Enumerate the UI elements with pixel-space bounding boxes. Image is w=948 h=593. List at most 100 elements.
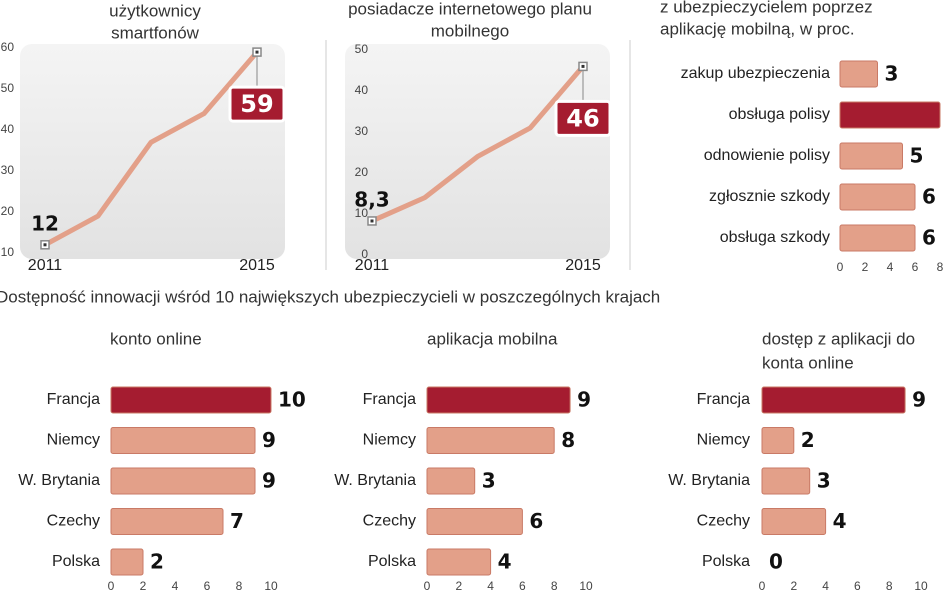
x-tick-label: 2011 bbox=[28, 257, 63, 274]
value-label: 12 bbox=[31, 211, 59, 235]
y-tick-label: 30 bbox=[355, 124, 369, 138]
bar bbox=[110, 467, 256, 495]
value-label: 6 bbox=[922, 226, 936, 250]
category-label: Niemcy bbox=[697, 432, 750, 449]
bar bbox=[426, 467, 476, 495]
bar bbox=[839, 60, 878, 88]
value-box bbox=[554, 99, 612, 137]
point-core bbox=[370, 219, 374, 223]
x-tick-label: 4 bbox=[487, 579, 494, 593]
value-label: 4 bbox=[833, 509, 847, 533]
category-label: obsługa polisy bbox=[729, 106, 830, 123]
x-tick-label: 8 bbox=[886, 579, 893, 593]
bar bbox=[761, 427, 795, 454]
chart-title: użytkownicy bbox=[109, 1, 201, 20]
x-tick-label: 2 bbox=[455, 579, 462, 593]
value-label: 0 bbox=[769, 550, 783, 574]
y-tick-label: 0 bbox=[361, 247, 368, 261]
y-tick-label: 40 bbox=[1, 122, 15, 136]
category-label: zgłosznie szkody bbox=[709, 188, 830, 205]
point-core bbox=[255, 50, 259, 54]
category-label: odnowienie polisy bbox=[704, 147, 830, 164]
x-tick-label: 2 bbox=[862, 260, 869, 274]
bar bbox=[110, 386, 272, 414]
x-tick-label: 4 bbox=[822, 579, 829, 593]
y-tick-label: 20 bbox=[1, 204, 15, 218]
value-box bbox=[228, 85, 286, 123]
x-tick-label: 0 bbox=[759, 579, 766, 593]
chart-title: posiadacze internetowego planu bbox=[348, 0, 592, 18]
x-tick-label: 0 bbox=[837, 260, 844, 274]
value-label: 2 bbox=[801, 428, 815, 452]
category-label: Czechy bbox=[697, 513, 750, 530]
category-label: Francja bbox=[363, 391, 416, 408]
x-tick-label: 8 bbox=[937, 260, 944, 274]
point-core bbox=[43, 243, 47, 247]
value-label: 9 bbox=[577, 388, 591, 412]
category-label: W. Brytania bbox=[334, 472, 416, 489]
bar bbox=[426, 548, 492, 576]
bar bbox=[839, 142, 903, 170]
value-label: 8,3 bbox=[354, 187, 389, 211]
category-label: zakup ubezpieczenia bbox=[681, 65, 831, 82]
line bbox=[370, 64, 585, 224]
chart-title: dostęp z aplikacji do bbox=[762, 329, 915, 348]
x-tick-label: 6 bbox=[204, 579, 211, 593]
x-tick-label: 2011 bbox=[355, 257, 390, 274]
category-label: Francja bbox=[47, 391, 100, 408]
category-label: Polska bbox=[52, 553, 100, 570]
chart-title: aplikację mobilną, w proc. bbox=[660, 19, 855, 38]
value-label: 3 bbox=[817, 469, 831, 493]
x-tick-label: 6 bbox=[912, 260, 919, 274]
x-tick-label: 6 bbox=[854, 579, 861, 593]
value-label: 3 bbox=[482, 469, 496, 493]
chart-title: aplikacja mobilna bbox=[427, 329, 558, 348]
y-tick-label: 40 bbox=[355, 83, 369, 97]
x-tick-label: 4 bbox=[887, 260, 894, 274]
y-tick-label: 50 bbox=[1, 81, 15, 95]
bar bbox=[426, 427, 555, 454]
category-label: W. Brytania bbox=[668, 472, 750, 489]
value-label: 9 bbox=[262, 428, 276, 452]
x-tick-label: 2015 bbox=[239, 257, 275, 274]
x-tick-label: 10 bbox=[579, 579, 593, 593]
value-label: 8 bbox=[561, 428, 575, 452]
y-tick-label: 60 bbox=[1, 40, 15, 54]
category-label: W. Brytania bbox=[18, 472, 100, 489]
category-label: Niemcy bbox=[47, 432, 100, 449]
x-tick-label: 4 bbox=[172, 579, 179, 593]
x-tick-label: 6 bbox=[519, 579, 526, 593]
category-label: Niemcy bbox=[363, 432, 416, 449]
y-tick-label: 10 bbox=[1, 245, 15, 259]
x-tick-label: 2 bbox=[790, 579, 797, 593]
value-label: 5 bbox=[910, 144, 924, 168]
value-label: 10 bbox=[278, 388, 306, 412]
bar bbox=[110, 427, 256, 454]
plot-background bbox=[345, 44, 610, 259]
value-label: 4 bbox=[498, 550, 512, 574]
value-label: 2 bbox=[150, 550, 164, 574]
point-core bbox=[581, 64, 585, 68]
category-label: obsługa szkody bbox=[720, 229, 830, 246]
category-label: Czechy bbox=[47, 513, 100, 530]
bar bbox=[839, 101, 941, 129]
value-label: 46 bbox=[566, 104, 599, 132]
value-label: 9 bbox=[262, 469, 276, 493]
bar bbox=[110, 508, 224, 535]
bar bbox=[839, 224, 916, 252]
chart-title: z ubezpieczycielem poprzez bbox=[660, 0, 873, 16]
x-tick-label: 2015 bbox=[565, 257, 601, 274]
category-label: Francja bbox=[697, 391, 750, 408]
x-tick-label: 10 bbox=[914, 579, 928, 593]
category-label: Polska bbox=[368, 553, 416, 570]
category-label: Polska bbox=[702, 553, 750, 570]
x-tick-label: 0 bbox=[108, 579, 115, 593]
value-label: 6 bbox=[922, 185, 936, 209]
bar bbox=[426, 386, 571, 414]
bar bbox=[761, 467, 811, 495]
chart-title: smartfonów bbox=[111, 23, 200, 42]
bar bbox=[110, 548, 144, 576]
x-tick-label: 8 bbox=[551, 579, 558, 593]
value-label: 59 bbox=[240, 90, 273, 118]
